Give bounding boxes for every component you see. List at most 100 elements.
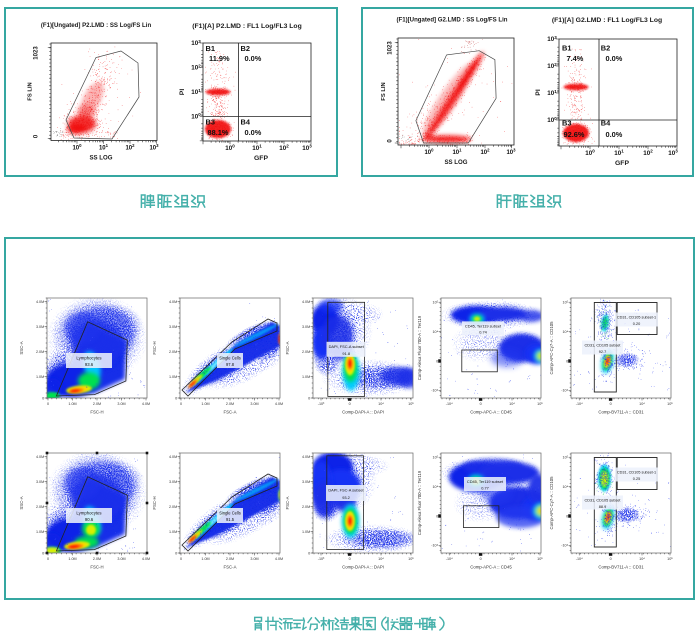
svg-text:-10³: -10³ [318,402,325,406]
svg-text:3.0M: 3.0M [302,480,310,484]
svg-text:2.0M: 2.0M [36,505,44,509]
svg-text:10⁴: 10⁴ [378,557,384,561]
svg-text:0: 0 [308,551,310,555]
svg-text:Single Cells: Single Cells [219,355,241,360]
svg-text:-10³: -10³ [318,557,325,561]
svg-text:0.77: 0.77 [481,485,489,490]
svg-text:3.0M: 3.0M [169,480,177,484]
svg-text:FSC-H: FSC-H [90,565,103,570]
svg-text:-10⁴: -10⁴ [446,402,453,406]
svg-text:10⁵: 10⁵ [537,557,543,561]
svg-text:102: 102 [125,143,135,151]
svg-text:-10⁴: -10⁴ [561,544,568,548]
svg-text:FSC-H: FSC-H [152,341,157,354]
svg-text:-10⁴: -10⁴ [576,402,583,406]
svg-text:10⁵: 10⁵ [408,557,414,561]
svg-text:Comp-APC-A :: CD45: Comp-APC-A :: CD45 [470,410,512,415]
svg-text:100: 100 [547,116,557,124]
svg-text:1.0M: 1.0M [302,375,310,379]
svg-text:0: 0 [436,514,438,518]
svg-text:FSC-A: FSC-A [285,341,290,354]
svg-text:B1: B1 [562,44,571,53]
svg-text:10⁵: 10⁵ [563,301,569,305]
svg-text:10⁴: 10⁴ [433,485,439,489]
svg-text:0.0%: 0.0% [245,128,262,137]
svg-text:Comp-DAPI-A :: DAPI: Comp-DAPI-A :: DAPI [342,410,384,415]
svg-text:93.2: 93.2 [342,495,350,500]
svg-text:4.0M: 4.0M [142,557,150,561]
svg-text:0.74: 0.74 [479,330,487,335]
svg-text:10⁵: 10⁵ [433,456,439,460]
svg-text:0.0%: 0.0% [606,130,623,139]
svg-text:2.0M: 2.0M [226,557,234,561]
svg-text:(F1)[Ungated] P2.LMD : SS Log/: (F1)[Ungated] P2.LMD : SS Log/FS Lin [41,22,152,29]
svg-text:GFP: GFP [615,160,629,167]
svg-text:100: 100 [424,148,434,156]
svg-text:1.0M: 1.0M [36,375,44,379]
svg-text:101: 101 [252,144,262,152]
svg-text:10⁴: 10⁴ [509,402,515,406]
svg-text:-10⁴: -10⁴ [576,557,583,561]
svg-text:0: 0 [47,402,49,406]
svg-text:Comp-DAPI-A :: DAPI: Comp-DAPI-A :: DAPI [342,565,384,570]
svg-text:103: 103 [668,149,678,157]
svg-text:10⁴: 10⁴ [378,402,384,406]
svg-text:3.0M: 3.0M [302,325,310,329]
svg-text:B1: B1 [206,44,215,53]
svg-text:103: 103 [302,144,312,152]
svg-text:Comp-APC-A :: CD45: Comp-APC-A :: CD45 [470,565,512,570]
svg-text:FSC-A: FSC-A [224,565,237,570]
svg-text:-10⁴: -10⁴ [431,389,438,393]
svg-text:0.20: 0.20 [633,322,640,326]
svg-text:4.0M: 4.0M [169,300,177,304]
svg-text:0: 0 [566,514,568,518]
svg-text:FSC-A: FSC-A [285,496,290,509]
svg-text:2.0M: 2.0M [36,350,44,354]
svg-text:SS LOG: SS LOG [89,155,112,162]
svg-text:4.0M: 4.0M [36,300,44,304]
svg-text:10⁵: 10⁵ [537,402,543,406]
svg-text:PI: PI [535,89,542,96]
svg-text:CD31, CD105 subset: CD31, CD105 subset [585,343,622,347]
svg-text:PI: PI [179,89,186,96]
svg-text:0: 0 [566,359,568,363]
svg-text:SS LOG: SS LOG [444,159,467,166]
svg-text:102: 102 [643,149,653,157]
svg-text:97.8: 97.8 [226,362,235,367]
svg-text:103: 103 [149,143,159,151]
svg-text:10⁵: 10⁵ [408,402,414,406]
svg-text:1023: 1023 [388,41,394,55]
svg-text:88.9: 88.9 [599,505,606,509]
svg-text:3.0M: 3.0M [250,557,258,561]
svg-text:Single Cells: Single Cells [219,510,241,515]
svg-text:0: 0 [388,139,394,143]
svg-text:-10⁴: -10⁴ [431,544,438,548]
svg-text:10⁴: 10⁴ [563,330,569,334]
svg-text:(F1)[A] P2.LMD : FL1 Log/FL3 L: (F1)[A] P2.LMD : FL1 Log/FL3 Log [192,23,302,30]
svg-text:2.0M: 2.0M [93,402,101,406]
svg-text:SSC-A: SSC-A [19,496,24,509]
svg-text:10⁵: 10⁵ [563,456,569,460]
svg-text:102: 102 [547,62,557,70]
svg-text:10⁵: 10⁵ [667,557,673,561]
svg-text:102: 102 [480,148,490,156]
svg-text:CD31, CD105 subset-1: CD31, CD105 subset-1 [617,315,656,319]
svg-text:92.7: 92.7 [599,350,606,354]
svg-text:0: 0 [610,557,612,561]
svg-text:0: 0 [180,557,182,561]
svg-text:3.0M: 3.0M [250,402,258,406]
svg-text:FS LIN: FS LIN [28,82,34,100]
svg-text:7.4%: 7.4% [567,54,584,63]
svg-text:DAPI, FSC-A subset: DAPI, FSC-A subset [328,488,364,493]
svg-text:100: 100 [72,143,82,151]
svg-text:1.0M: 1.0M [68,557,76,561]
svg-text:FS LIN: FS LIN [381,82,387,100]
svg-text:1023: 1023 [34,46,40,60]
svg-text:0: 0 [480,557,482,561]
svg-text:101: 101 [99,143,109,151]
svg-text:10⁴: 10⁴ [563,485,569,489]
svg-text:0: 0 [180,402,182,406]
svg-text:101: 101 [614,149,624,157]
svg-text:FSC-A: FSC-A [224,410,237,415]
svg-text:Lymphocytes: Lymphocytes [76,355,101,360]
